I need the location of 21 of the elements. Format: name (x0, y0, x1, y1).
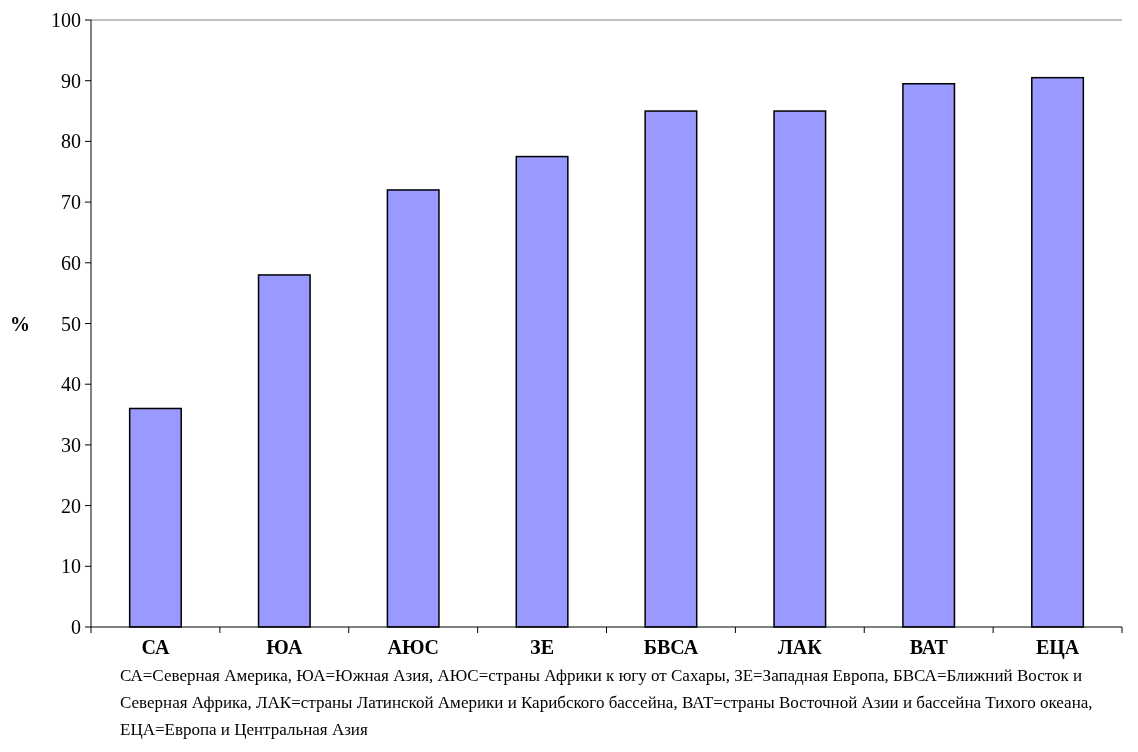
text: СА=Северная Америка, ЮА=Южная Азия, АЮС=страны Африки к югу от Сахары, ЗЕ=Западная Европа, БВСА=Ближний Восток и Северная Африка, ЛАК=страны Латинской Америки и Карибского бассейна, ВАТ=страны Восточной Азии и бассейна Тихого океана, ЕЦА=Европа и Центральная Азия (119, 665, 1094, 741)
x-tick-label: СА (141, 636, 170, 658)
x-tick-label: ЕЦА (1035, 636, 1080, 659)
x-tick-label: ЮА (266, 636, 303, 658)
x-tick-label: ВАТ (909, 636, 949, 658)
y-tick-label: 0 (71, 616, 81, 638)
y-tick-label: 40 (61, 373, 81, 396)
y-tick-label: 50 (61, 312, 81, 335)
y-tick-label: 100 (51, 9, 81, 31)
x-tick-label: ЗЕ (530, 636, 555, 658)
y-tick-label: 10 (61, 555, 81, 578)
y-tick-label: 60 (61, 251, 81, 274)
x-tick-label: ЛАК (777, 636, 823, 658)
y-tick-label: 80 (61, 130, 81, 153)
y-tick-label: 90 (61, 69, 81, 92)
x-tick-label: БВСА (643, 636, 699, 658)
y-tick-label: 30 (61, 433, 81, 456)
y-tick-label: 20 (61, 494, 81, 517)
x-tick-label: АЮС (387, 636, 439, 658)
y-axis-title: % (10, 312, 30, 335)
y-tick-label: 70 (61, 191, 81, 214)
